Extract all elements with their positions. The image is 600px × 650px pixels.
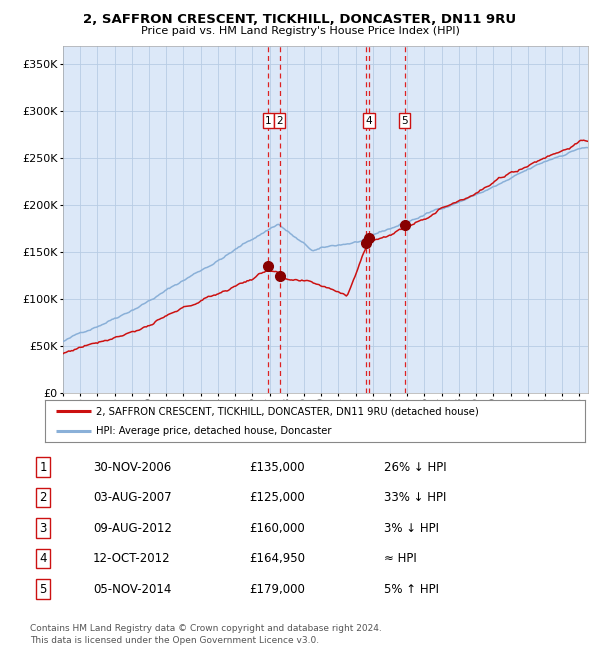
Text: 05-NOV-2014: 05-NOV-2014	[93, 582, 172, 595]
Text: 09-AUG-2012: 09-AUG-2012	[93, 521, 172, 534]
Text: 5% ↑ HPI: 5% ↑ HPI	[384, 582, 439, 595]
Text: ≈ HPI: ≈ HPI	[384, 552, 417, 566]
Text: 4: 4	[40, 552, 47, 566]
Text: 3% ↓ HPI: 3% ↓ HPI	[384, 521, 439, 534]
Text: £164,950: £164,950	[249, 552, 305, 566]
Text: 2, SAFFRON CRESCENT, TICKHILL, DONCASTER, DN11 9RU (detached house): 2, SAFFRON CRESCENT, TICKHILL, DONCASTER…	[96, 406, 479, 416]
Text: £125,000: £125,000	[249, 491, 305, 504]
Text: Price paid vs. HM Land Registry's House Price Index (HPI): Price paid vs. HM Land Registry's House …	[140, 26, 460, 36]
Text: 2, SAFFRON CRESCENT, TICKHILL, DONCASTER, DN11 9RU: 2, SAFFRON CRESCENT, TICKHILL, DONCASTER…	[83, 13, 517, 26]
Text: HPI: Average price, detached house, Doncaster: HPI: Average price, detached house, Donc…	[96, 426, 332, 436]
Text: 3: 3	[40, 521, 47, 534]
Text: £160,000: £160,000	[249, 521, 305, 534]
Text: 03-AUG-2007: 03-AUG-2007	[93, 491, 172, 504]
Text: £135,000: £135,000	[249, 460, 305, 473]
Text: Contains HM Land Registry data © Crown copyright and database right 2024.: Contains HM Land Registry data © Crown c…	[30, 624, 382, 633]
Text: 33% ↓ HPI: 33% ↓ HPI	[384, 491, 446, 504]
Text: 12-OCT-2012: 12-OCT-2012	[93, 552, 170, 566]
Text: 2: 2	[40, 491, 47, 504]
Text: 26% ↓ HPI: 26% ↓ HPI	[384, 460, 446, 473]
Text: This data is licensed under the Open Government Licence v3.0.: This data is licensed under the Open Gov…	[30, 636, 319, 645]
Text: 1: 1	[265, 116, 271, 125]
Text: 5: 5	[401, 116, 408, 125]
Text: 1: 1	[40, 460, 47, 473]
Text: 4: 4	[366, 116, 373, 125]
Text: 2: 2	[277, 116, 283, 125]
Text: £179,000: £179,000	[249, 582, 305, 595]
Text: 5: 5	[40, 582, 47, 595]
Text: 30-NOV-2006: 30-NOV-2006	[93, 460, 171, 473]
